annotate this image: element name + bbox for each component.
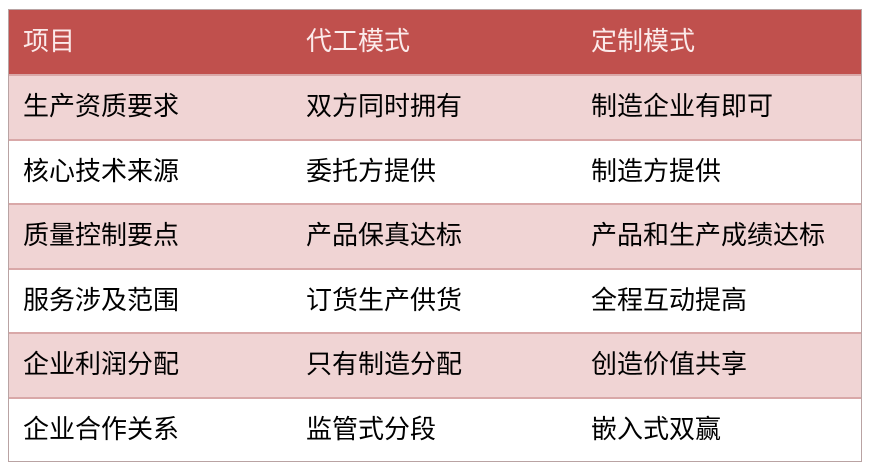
table-cell: 企业合作关系 <box>23 414 180 445</box>
table-cell: 企业利润分配 <box>23 350 180 381</box>
table-cell: 嵌入式双赢 <box>591 414 722 445</box>
table-row: 服务涉及范围 订货生产供货 全程互动提高 <box>9 267 861 332</box>
table-cell: 双方同时拥有 <box>306 92 463 123</box>
table-cell: 质量控制要点 <box>23 221 180 252</box>
table-row: 核心技术来源 委托方提供 制造方提供 <box>9 138 861 203</box>
header-cell: 项目 <box>23 27 76 57</box>
comparison-table: 项目 代工模式 定制模式 生产资质要求 双方同时拥有 制造企业有即可 核心技术来… <box>8 9 862 462</box>
table-row: 企业合作关系 监管式分段 嵌入式双赢 <box>9 396 861 461</box>
table-cell: 委托方提供 <box>306 156 437 187</box>
table-row: 质量控制要点 产品保真达标 产品和生产成绩达标 <box>9 203 861 268</box>
table-cell: 产品和生产成绩达标 <box>591 221 826 252</box>
table-row: 生产资质要求 双方同时拥有 制造企业有即可 <box>9 74 861 139</box>
table-cell: 生产资质要求 <box>23 92 180 123</box>
header-cell: 定制模式 <box>591 27 696 57</box>
table-cell: 产品保真达标 <box>306 221 463 252</box>
table-row: 企业利润分配 只有制造分配 创造价值共享 <box>9 332 861 397</box>
table-header: 项目 代工模式 定制模式 <box>9 10 861 74</box>
table-cell: 全程互动提高 <box>591 285 748 316</box>
table-cell: 订货生产供货 <box>306 285 463 316</box>
table-cell: 只有制造分配 <box>306 350 463 381</box>
table-cell: 制造方提供 <box>591 156 722 187</box>
table-cell: 核心技术来源 <box>23 156 180 187</box>
header-cell: 代工模式 <box>306 27 411 57</box>
table-cell: 监管式分段 <box>306 414 437 445</box>
table-cell: 服务涉及范围 <box>23 285 180 316</box>
table-cell: 制造企业有即可 <box>591 92 774 123</box>
table-cell: 创造价值共享 <box>591 350 748 381</box>
